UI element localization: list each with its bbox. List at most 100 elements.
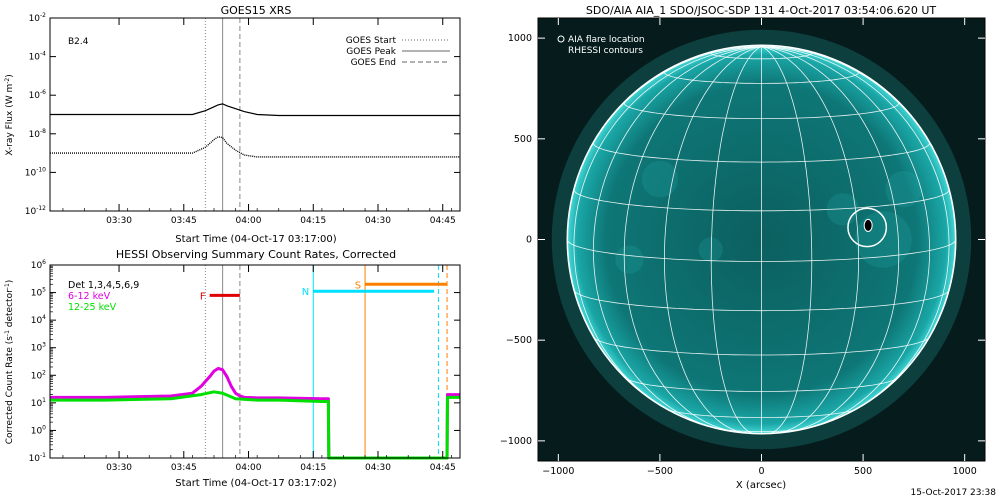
goes-long-channel-line (50, 103, 460, 117)
grid-line (623, 46, 762, 432)
grid-line (592, 46, 762, 430)
hessi-y-ticks: 10-1 100 101 102 103 104 105 106 (29, 259, 460, 464)
aia-title: SDO/AIA AIA_1 SDO/JSOC-SDP 131 4-Oct-201… (586, 4, 937, 17)
active-region-glow (615, 245, 644, 274)
hessi-x-ticks: 03:30 03:45 04:00 04:15 04:30 04:45 (62, 265, 456, 473)
aia-legend-label: RHESSI contours (568, 46, 643, 56)
active-region-glow (641, 160, 679, 198)
hessi-legend-entry: 6-12 keV (68, 291, 111, 302)
aia-x-ticks: −1000 −500 0 500 1000 (542, 18, 977, 477)
p2-ytick-label: 100 (31, 424, 46, 436)
p1-xtick-label: 04:00 (236, 216, 262, 226)
goes-x-ticks: 03:30 03:45 04:00 04:15 04:30 04:45 (62, 18, 456, 226)
aia-xtick-label: −500 (647, 466, 673, 477)
aia-image (551, 29, 972, 450)
hessi-ylabel: Corrected Count Rate (s-1 detector-1) (4, 280, 15, 445)
p2-xtick-label: 04:30 (365, 463, 391, 473)
aia-ytick-label: 1000 (508, 33, 532, 44)
grid-line (573, 46, 762, 419)
goes-ylabel: X-ray Flux (W m-2) (4, 74, 15, 155)
aia-ytick-label: 0 (526, 235, 532, 246)
goes-class-annotation: B2.4 (68, 37, 89, 47)
hessi-flags: F N S (200, 280, 448, 302)
p2-xtick-label: 03:45 (171, 463, 197, 473)
goes-legend-label: GOES Start (346, 36, 397, 46)
hessi-plot-frame (49, 264, 461, 459)
active-region-glow (885, 170, 922, 208)
p2-ytick-label: 102 (31, 369, 46, 381)
goes-short-channel-line (50, 135, 460, 158)
hessi-flag-label-n: N (302, 287, 309, 298)
p2-ytick-label: 104 (31, 314, 46, 326)
p1-ytick-label: 10-6 (29, 89, 47, 101)
legend-circle-icon (557, 35, 565, 43)
aia-xtick-label: −1000 (542, 466, 574, 477)
goes-event-lines (204, 18, 241, 211)
sun-active-regions (615, 160, 922, 274)
aia-ytick-label: −1000 (500, 436, 532, 447)
p1-ytick-label: 10-12 (25, 205, 46, 217)
aia-ytick-label: −500 (506, 335, 532, 346)
grid-line (664, 46, 762, 434)
p2-xtick-label: 03:30 (106, 463, 132, 473)
hessi-event-lines (204, 265, 241, 458)
aia-xlabel: X (arcsec) (736, 480, 786, 491)
aia-panel: SDO/AIA AIA_1 SDO/JSOC-SDP 131 4-Oct-201… (500, 4, 986, 491)
p2-ytick-label: 105 (31, 287, 46, 299)
p2-xtick-label: 04:15 (300, 463, 326, 473)
grid-line (761, 46, 813, 434)
p2-ytick-label: 101 (31, 397, 46, 409)
p2-xtick-label: 04:45 (430, 463, 456, 473)
flare-location-marker (847, 207, 888, 248)
aia-y-ticks: −1000 −500 0 500 1000 (500, 33, 985, 447)
grid-line (761, 46, 950, 419)
footer-timestamp: 15-Oct-2017 23:38 (910, 488, 996, 498)
hessi-legend-entry: 12-25 keV (68, 302, 117, 313)
solar-limb (566, 44, 957, 435)
goes-xlabel: Start Time (04-Oct-17 03:17:00) (175, 234, 336, 245)
aia-ytick-label: 500 (514, 134, 532, 145)
p2-ytick-label: 103 (31, 342, 46, 354)
hessi-flag-label-f: F (200, 291, 206, 302)
p1-ytick-label: 10-2 (29, 12, 47, 24)
aia-legend-label: AIA flare location (568, 35, 645, 45)
goes-panel: GOES15 XRS 10-12 10-10 10-8 10-6 10-4 10-2 03… (4, 4, 461, 245)
p1-xtick-label: 04:30 (365, 216, 391, 226)
hessi-xlabel: Start Time (04-Oct-17 03:17:02) (175, 478, 336, 489)
hessi-panel: HESSI Observing Summary Count Rates, Cor… (4, 248, 461, 489)
p1-xtick-label: 04:45 (430, 216, 456, 226)
p2-ytick-label: 10-1 (29, 452, 47, 464)
grid-line (761, 46, 859, 434)
grid-line (761, 46, 900, 432)
grid-line (761, 46, 931, 430)
flare-circle (847, 207, 888, 248)
aia-xtick-label: 500 (854, 466, 872, 477)
active-region-glow (855, 211, 912, 268)
goes-title: GOES15 XRS (221, 4, 292, 17)
goes-y-ticks: 10-12 10-10 10-8 10-6 10-4 10-2 (25, 12, 460, 217)
goes-plot-frame (49, 17, 461, 212)
p1-ytick-label: 10-10 (25, 166, 46, 178)
p2-ytick-label: 106 (31, 259, 46, 271)
goes-series (50, 103, 460, 158)
aia-xtick-label: 1000 (953, 466, 977, 477)
active-region-glow (698, 237, 723, 262)
hessi-legend-entry: Det 1,3,4,5,6,9 (68, 280, 139, 291)
p1-xtick-label: 04:15 (300, 216, 326, 226)
rhessi-contour (863, 218, 873, 232)
grid-line (710, 46, 762, 434)
hessi-title: HESSI Observing Summary Count Rates, Cor… (116, 248, 396, 261)
goes-legend-label: GOES Peak (346, 47, 396, 57)
aia-xtick-label: 0 (758, 466, 764, 477)
goes-legend-label: GOES End (351, 58, 396, 68)
p2-xtick-label: 04:00 (236, 463, 262, 473)
p1-xtick-label: 03:45 (171, 216, 197, 226)
p1-xtick-label: 03:30 (106, 216, 132, 226)
p1-ytick-label: 10-4 (29, 51, 47, 63)
p1-ytick-label: 10-8 (29, 128, 47, 140)
hessi-flag-label-s: S (355, 280, 361, 291)
